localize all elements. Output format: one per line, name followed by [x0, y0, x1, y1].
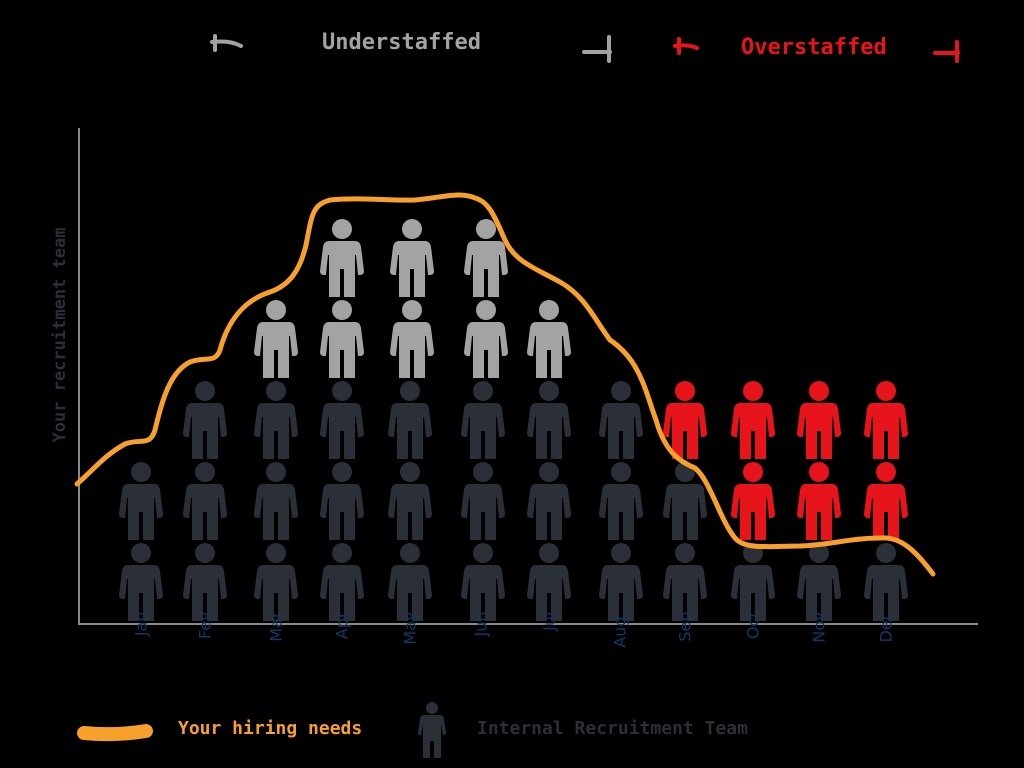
hiring-needs-swatch-icon	[77, 724, 153, 742]
internal-team-person-icon	[418, 702, 446, 758]
overstaffed-label: Overstaffed	[741, 35, 887, 60]
internal-team-legend-label: Internal Recruitment Team	[477, 718, 748, 739]
hiring-needs-curve	[74, 192, 936, 577]
hiring-needs-legend-label: Your hiring needs	[178, 718, 363, 739]
understaffed-label: Understaffed	[322, 30, 481, 55]
understaffed-bracket-icons	[210, 34, 960, 63]
